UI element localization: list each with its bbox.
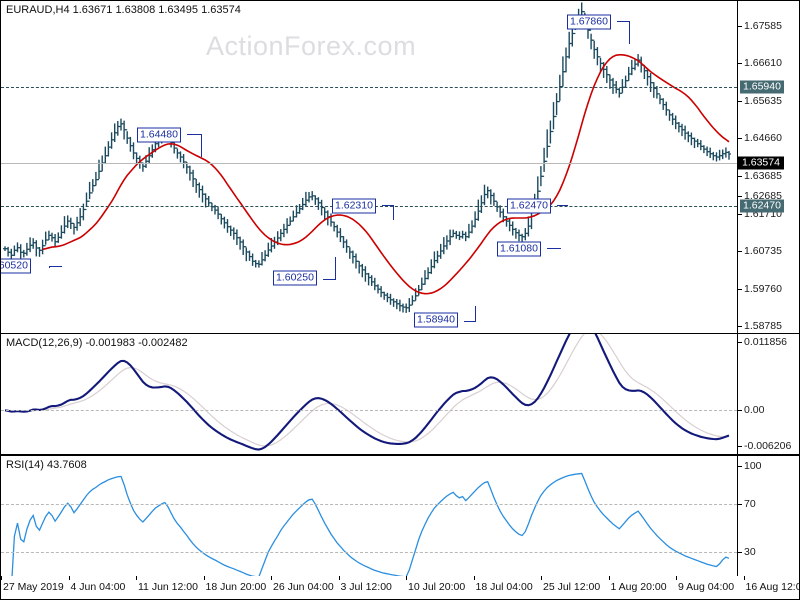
price-badge-resistance: 1.65940	[740, 80, 784, 94]
price-tick	[738, 214, 742, 215]
time-tick	[1, 576, 2, 580]
watermark-text: ActionForex.com	[206, 31, 417, 61]
time-axis-label: 3 Jul 12:00	[340, 581, 392, 593]
callout-stem-4	[464, 306, 476, 322]
rsi-panel: 100 70 30	[0, 455, 800, 577]
symbol-quote-label: EURAUD,H4 1.63671 1.63808 1.63495 1.6357…	[6, 4, 241, 16]
macd-axis-label: 0.011856	[744, 336, 788, 348]
price-axis-label: 1.63685	[744, 170, 782, 182]
price-badge-support: 1.62470	[740, 199, 784, 213]
time-tick	[203, 576, 205, 580]
rsi-tick	[738, 466, 742, 467]
callout-swing-high-jul: 1.62310	[332, 198, 376, 214]
price-axis-label: 1.59760	[744, 283, 782, 295]
rsi-series	[11, 472, 730, 576]
rsi-label: RSI(14) 43.7608	[6, 459, 87, 471]
price-axis-label: 1.62685	[744, 190, 782, 202]
callout-swing-low-aug: 1.61080	[497, 241, 541, 257]
time-axis-label: 16 Aug 12:00	[745, 581, 800, 593]
time-tick	[271, 576, 272, 580]
time-axis-label: 18 Jun 20:00	[205, 581, 267, 593]
callout-stem-3	[382, 205, 394, 220]
callout-stem-2	[323, 257, 336, 280]
time-tick	[338, 576, 340, 580]
time-axis-label: 18 Jul 04:00	[475, 581, 533, 593]
price-tick	[738, 101, 742, 102]
resistance-line-165940	[1, 87, 737, 88]
time-tick	[608, 576, 610, 580]
time-axis-label: 25 Jul 12:00	[543, 581, 601, 593]
callout-stem-6	[557, 205, 568, 207]
time-axis-label: 4 Jun 04:00	[70, 581, 126, 593]
time-tick	[136, 576, 137, 580]
macd-series	[4, 334, 730, 451]
rsi-axis-label: 30	[744, 546, 756, 558]
macd-axis[interactable]: 0.011856 0.00 -0.006206	[737, 334, 799, 454]
macd-tick	[738, 410, 742, 411]
price-axis-label: 1.58785	[744, 320, 782, 332]
price-tick	[738, 63, 742, 64]
macd-zero-line	[1, 410, 737, 411]
time-tick	[541, 576, 542, 580]
callout-stem-5	[617, 21, 630, 44]
price-tick	[738, 326, 742, 327]
callout-swing-high-jun: 1.64480	[137, 127, 181, 143]
rsi-plot-area[interactable]	[1, 456, 737, 576]
rsi-axis[interactable]: 100 70 30	[737, 456, 799, 576]
rsi-axis-label: 100	[744, 460, 762, 472]
price-tick	[738, 26, 742, 27]
current-price-line	[1, 163, 737, 164]
rsi-oversold-line	[1, 552, 737, 553]
price-tick	[738, 289, 742, 290]
price-panel: ActionForex.com 1.60520 1.64480 1.60250 …	[0, 0, 800, 334]
price-tick	[738, 138, 742, 139]
callout-resistance-162470: 1.62470	[507, 198, 551, 214]
price-axis-label: 1.66610	[744, 57, 782, 69]
price-axis-label: 1.64660	[744, 132, 782, 144]
callout-stem-1	[187, 134, 202, 157]
macd-tick	[738, 446, 742, 447]
rsi-tick	[738, 504, 742, 505]
time-axis-label: 26 Jun 04:00	[273, 581, 334, 593]
price-axis[interactable]: 1.67585 1.66610 1.65635 1.64660 1.63685 1.626…	[737, 1, 799, 333]
time-axis-label: 1 Aug 20:00	[610, 581, 667, 593]
price-badge-current: 1.63574	[738, 156, 784, 170]
callout-swing-high-aug: 1.67860	[567, 14, 611, 30]
callout-swing-low-jul: 1.58940	[414, 312, 458, 328]
price-tick	[738, 251, 742, 252]
price-axis-label: 1.60735	[744, 245, 782, 257]
rsi-overbought-line	[1, 504, 737, 505]
macd-axis-label: 0.00	[744, 404, 765, 416]
time-tick	[68, 576, 70, 580]
time-axis-label: 27 May 2019	[3, 581, 64, 593]
price-axis-label: 1.65635	[744, 95, 782, 107]
rsi-axis-label: 70	[744, 498, 756, 510]
price-plot-area[interactable]: ActionForex.com 1.60520 1.64480 1.60250 …	[1, 1, 737, 333]
time-axis-label: 9 Aug 04:00	[678, 581, 735, 593]
macd-label: MACD(12,26,9) -0.001983 -0.002482	[6, 337, 188, 349]
time-tick	[473, 576, 475, 580]
price-tick	[738, 196, 742, 197]
callout-swing-low-jun: 1.60250	[273, 270, 317, 286]
callout-swing-low-left: 1.60520	[1, 258, 31, 274]
rsi-tick	[738, 552, 742, 553]
price-series	[3, 2, 731, 313]
time-axis-label: 11 Jun 12:00	[138, 581, 198, 593]
callout-stem-0	[49, 266, 62, 268]
price-tick	[738, 176, 742, 177]
time-axis-label: 10 Jul 20:00	[408, 581, 466, 593]
callout-stem-7	[547, 248, 561, 250]
time-axis[interactable]: 27 May 2019 4 Jun 04:00 11 Jun 12:00 18 Jun…	[0, 576, 800, 600]
macd-panel: 0.011856 0.00 -0.006206	[0, 333, 800, 455]
time-tick	[406, 576, 407, 580]
macd-plot-area[interactable]	[1, 334, 737, 454]
macd-tick	[738, 342, 742, 343]
macd-axis-label: -0.006206	[744, 440, 792, 452]
price-axis-label: 1.67585	[744, 20, 782, 32]
time-tick	[676, 576, 677, 580]
time-tick	[743, 576, 745, 580]
